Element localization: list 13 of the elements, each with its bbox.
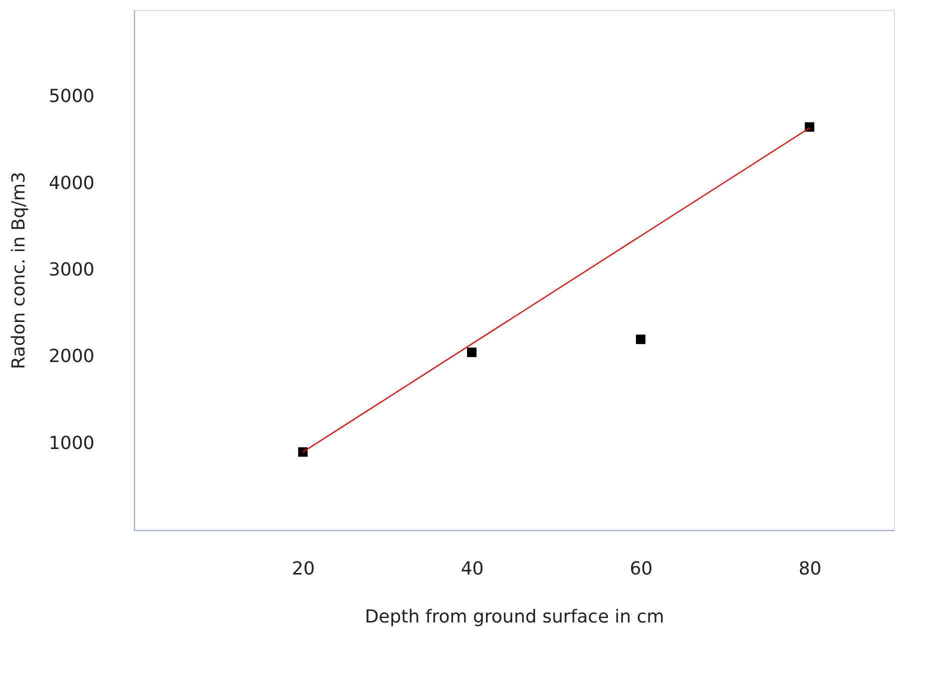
y-tick-label: 5000 (48, 86, 94, 108)
x-tick-label: 20 (292, 558, 315, 580)
y-axis-title: Radon conc. in Bq/m3 (8, 172, 30, 370)
x-tick-label: 80 (798, 558, 822, 580)
point (467, 348, 477, 358)
y-tick-label: 4000 (48, 172, 94, 194)
y-tick-label: 3000 (48, 260, 94, 280)
x-tick-label: 60 (630, 558, 653, 580)
x-axis-title: Depth from ground surface in cm (364, 606, 664, 628)
x-tick-label: 40 (460, 558, 484, 580)
y-tick-label: 2000 (48, 346, 94, 368)
y-tick-label: 1000 (48, 432, 94, 454)
point (636, 334, 646, 344)
